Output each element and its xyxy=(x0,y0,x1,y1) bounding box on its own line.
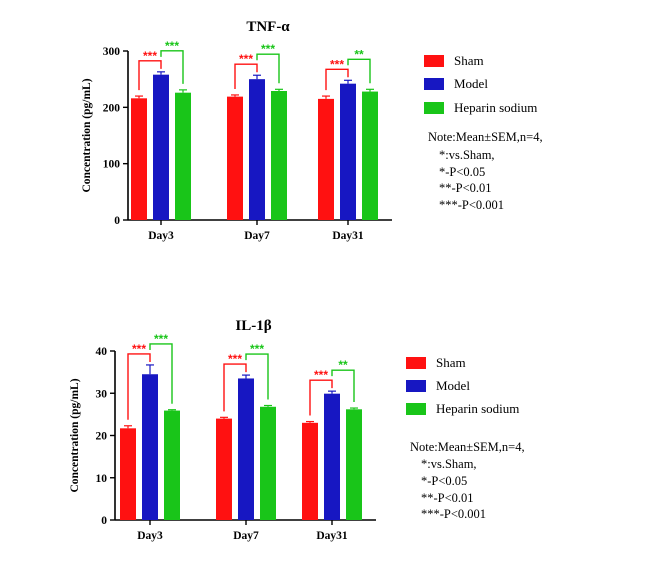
legend-swatch-sham xyxy=(406,357,426,369)
bar-model-day7 xyxy=(238,378,254,520)
note-line: Note:Mean±SEM,n=4, xyxy=(410,440,525,454)
significance-bracket-green xyxy=(245,353,269,400)
bar-model-day31 xyxy=(340,83,356,220)
chart-panel-1: TNF-α Concentration (pg/mL) 0 100 200 300 Day3… xyxy=(81,19,543,242)
bar-sham-day31 xyxy=(302,422,318,520)
significance-stars-green: *** xyxy=(154,332,168,346)
bar-heparin-sodium-day31 xyxy=(362,91,378,220)
legend-swatch-model xyxy=(406,380,426,392)
legend-swatch-model xyxy=(424,78,444,90)
significance-bracket-green xyxy=(331,369,355,403)
legend-label-model: Model xyxy=(436,378,470,393)
y-tick-label: 300 xyxy=(103,46,121,58)
note-line: **-P<0.01 xyxy=(439,181,492,195)
y-tick-label: 200 xyxy=(103,102,121,114)
chart-title: TNF-α xyxy=(246,19,290,35)
bar-heparin-sodium-day31 xyxy=(346,409,362,520)
bar-sham-day3 xyxy=(120,428,136,520)
significance-bracket-red xyxy=(223,363,247,412)
significance-bracket-green xyxy=(160,50,184,84)
legend-label-sham: Sham xyxy=(436,355,466,370)
x-tick-label: Day31 xyxy=(332,230,364,242)
bar-heparin-sodium-day7 xyxy=(260,406,276,520)
significance-bracket-red xyxy=(138,60,162,91)
x-tick-label: Day7 xyxy=(233,530,259,542)
significance-stars-red: *** xyxy=(132,342,146,356)
significance-stars-green: *** xyxy=(261,42,275,56)
significance-stars-green: ** xyxy=(338,358,348,372)
chart-title: IL-1β xyxy=(235,318,271,334)
significance-bracket-red xyxy=(234,63,258,89)
x-tick-label: Day3 xyxy=(137,530,163,542)
y-tick-label: 0 xyxy=(101,515,107,527)
significance-stars-red: *** xyxy=(228,352,242,366)
bar-sham-day31 xyxy=(318,98,334,220)
x-tick-label: Day3 xyxy=(148,230,174,242)
significance-stars-red: *** xyxy=(330,57,344,71)
note-line: Note:Mean±SEM,n=4, xyxy=(428,130,543,144)
bar-heparin-sodium-day3 xyxy=(164,410,180,520)
chart-panel-2: IL-1β Concentration (pg/mL) 0 10 20 30 40 Day3 *… xyxy=(69,318,525,542)
bar-model-day3 xyxy=(153,74,169,220)
legend-swatch-heparin xyxy=(406,403,426,415)
y-tick-label: 0 xyxy=(114,215,120,227)
bar-sham-day3 xyxy=(131,98,147,220)
note-line: ***-P<0.001 xyxy=(439,198,504,212)
note-line: ***-P<0.001 xyxy=(421,507,486,521)
legend-swatch-heparin xyxy=(424,102,444,114)
significance-stars-green: *** xyxy=(250,342,264,356)
x-tick-label: Day31 xyxy=(316,530,348,542)
note-line: *-P<0.05 xyxy=(421,474,467,488)
significance-bracket-green xyxy=(149,343,173,404)
significance-stars-red: *** xyxy=(239,52,253,66)
legend-label-heparin: Heparin sodium xyxy=(454,100,537,115)
note-line: **-P<0.01 xyxy=(421,491,474,505)
note-line: *-P<0.05 xyxy=(439,165,485,179)
y-tick-label: 20 xyxy=(96,431,108,443)
legend-label-sham: Sham xyxy=(454,53,484,68)
bar-sham-day7 xyxy=(216,418,232,520)
bar-model-day31 xyxy=(324,393,340,520)
note-line: *:vs.Sham, xyxy=(421,457,477,471)
significance-stars-green: ** xyxy=(354,47,364,61)
significance-bracket-green xyxy=(347,58,371,84)
y-tick-label: 40 xyxy=(96,346,108,358)
y-axis-label: Concentration (pg/mL) xyxy=(81,78,93,192)
legend-label-heparin: Heparin sodium xyxy=(436,401,519,416)
y-tick-label: 100 xyxy=(103,159,121,171)
significance-stars-red: *** xyxy=(143,49,157,63)
legend-label-model: Model xyxy=(454,76,488,91)
legend-swatch-sham xyxy=(424,55,444,67)
y-tick-label: 10 xyxy=(96,473,108,485)
significance-bracket-green xyxy=(256,53,280,84)
bar-model-day7 xyxy=(249,79,265,221)
bar-model-day3 xyxy=(142,374,158,520)
significance-bracket-red xyxy=(325,68,349,91)
significance-bracket-red xyxy=(127,353,151,420)
bar-heparin-sodium-day3 xyxy=(175,92,191,220)
significance-bracket-red xyxy=(309,379,333,416)
y-axis-label: Concentration (pg/mL) xyxy=(69,378,81,492)
bar-heparin-sodium-day7 xyxy=(271,90,287,220)
y-tick-label: 30 xyxy=(96,388,108,400)
x-tick-label: Day7 xyxy=(244,230,270,242)
significance-stars-red: *** xyxy=(314,368,328,382)
note-line: *:vs.Sham, xyxy=(439,148,495,162)
bar-sham-day7 xyxy=(227,96,243,220)
significance-stars-green: *** xyxy=(165,39,179,53)
